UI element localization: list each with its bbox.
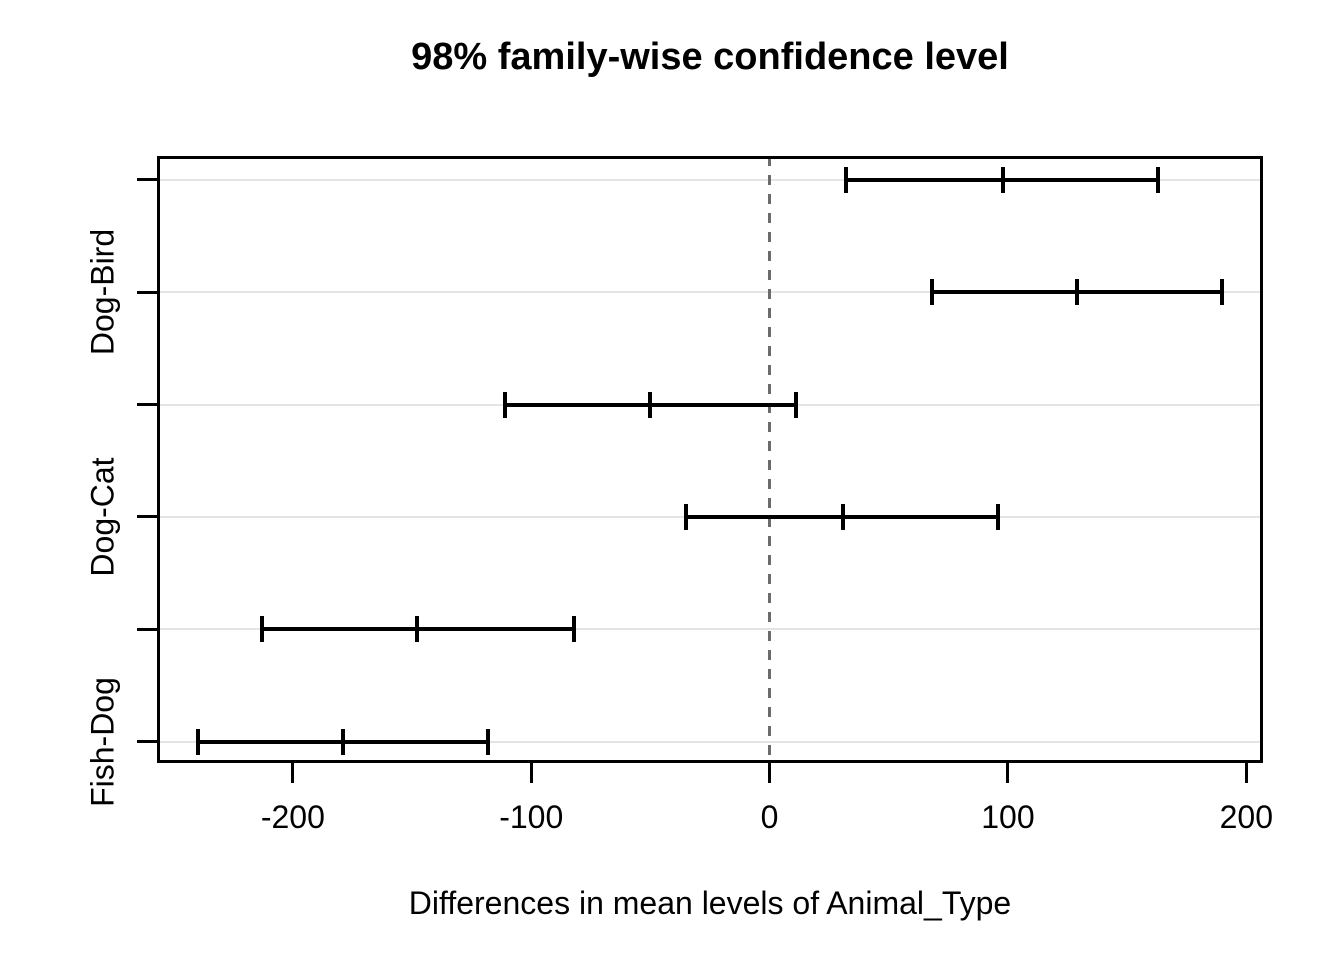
x-axis-tick xyxy=(1006,763,1010,783)
ci-center-tick xyxy=(648,391,653,418)
x-axis-tick xyxy=(291,763,295,783)
y-axis-tick xyxy=(137,627,157,631)
x-tick-label: 100 xyxy=(981,799,1035,835)
y-tick-label: Dog-Bird xyxy=(84,229,121,356)
ci-center-tick xyxy=(841,503,846,530)
y-axis-tick xyxy=(137,515,157,519)
y-axis-tick xyxy=(137,403,157,407)
x-axis-tick xyxy=(768,763,772,783)
x-tick-label: -100 xyxy=(499,799,564,835)
ci-lower-cap xyxy=(929,279,934,306)
ci-lower-cap xyxy=(843,166,848,193)
x-axis-tick xyxy=(529,763,533,783)
ci-center-tick xyxy=(414,616,419,643)
ci-upper-cap xyxy=(486,728,491,755)
x-axis-tick xyxy=(1244,763,1248,783)
ci-center-tick xyxy=(340,728,345,755)
x-tick-label: 200 xyxy=(1219,799,1273,835)
ci-lower-cap xyxy=(195,728,200,755)
gridline xyxy=(157,291,1263,294)
ci-lower-cap xyxy=(503,391,507,418)
x-axis-title: Differences in mean levels of Animal_Typ… xyxy=(408,885,1012,921)
ci-upper-cap xyxy=(793,391,798,418)
y-axis-tick xyxy=(137,178,157,182)
ci-upper-cap xyxy=(572,616,577,643)
x-tick-label: 0 xyxy=(760,799,779,835)
chart-title: 98% family-wise confidence level xyxy=(411,36,1009,78)
ci-lower-cap xyxy=(684,503,689,530)
zero-reference-line xyxy=(768,156,772,763)
y-tick-label: Fish-Dog xyxy=(84,676,121,807)
ci-center-tick xyxy=(1001,166,1006,193)
y-axis-tick xyxy=(137,290,157,294)
y-axis-tick xyxy=(137,740,157,743)
ci-upper-cap xyxy=(996,503,1001,530)
gridline xyxy=(157,628,1263,631)
ci-lower-cap xyxy=(259,616,264,643)
ci-upper-cap xyxy=(1220,279,1225,306)
plot-frame xyxy=(157,156,1263,763)
ci-upper-cap xyxy=(1156,166,1161,193)
y-tick-label: Dog-Cat xyxy=(84,457,121,577)
gridline xyxy=(157,740,1263,743)
x-tick-label: -200 xyxy=(260,799,325,835)
ci-center-tick xyxy=(1075,279,1080,306)
gridline xyxy=(157,178,1263,181)
